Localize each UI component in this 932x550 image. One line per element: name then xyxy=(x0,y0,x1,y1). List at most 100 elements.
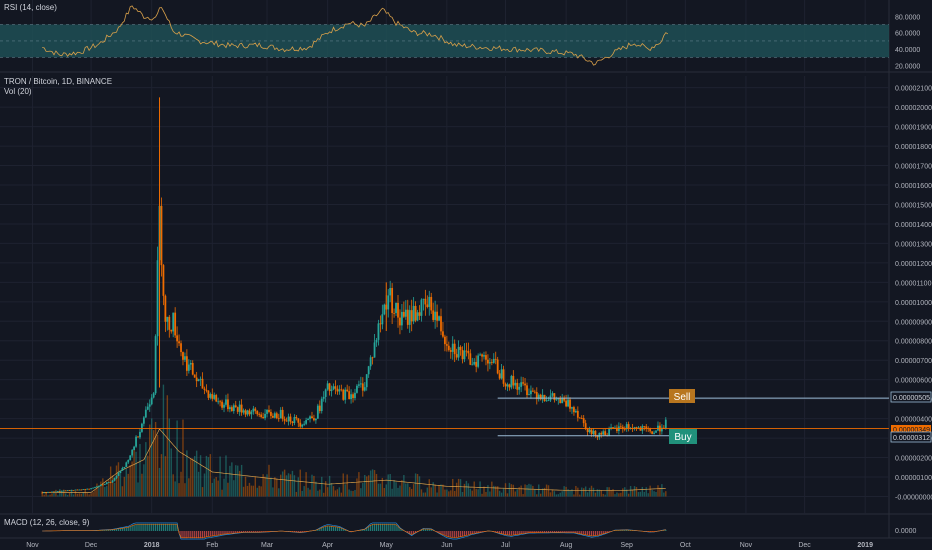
macd-histogram-bar xyxy=(133,525,135,531)
macd-histogram-bar xyxy=(577,531,579,534)
volume-bar xyxy=(514,491,516,497)
candle-body xyxy=(170,329,173,332)
volume-bar xyxy=(602,493,604,497)
volume-bar xyxy=(186,450,188,497)
macd-histogram-bar xyxy=(242,531,245,533)
volume-bar xyxy=(534,488,536,497)
candle-body xyxy=(602,431,605,435)
candle-body xyxy=(101,484,104,486)
volume-bar xyxy=(403,475,405,497)
volume-bar xyxy=(342,473,344,497)
macd-histogram-bar xyxy=(371,524,374,531)
volume-bar xyxy=(371,469,374,497)
macd-histogram-bar xyxy=(334,526,337,531)
macd-histogram-bar xyxy=(244,531,247,533)
volume-bar xyxy=(96,483,98,497)
macd-histogram-bar xyxy=(588,531,591,536)
volume-bar xyxy=(592,487,595,497)
candle-body xyxy=(99,484,102,486)
volume-bar xyxy=(252,485,255,497)
candle-body xyxy=(191,362,194,375)
macd-histogram-bar xyxy=(233,531,235,534)
price-tick-label: 0.00000900 xyxy=(895,319,932,326)
volume-bar xyxy=(336,489,339,497)
candle-body xyxy=(49,491,51,493)
candle-body xyxy=(502,369,505,384)
macd-histogram-bar xyxy=(461,531,464,537)
candle-body xyxy=(567,399,569,407)
candle-body xyxy=(569,399,571,409)
macd-histogram-bar xyxy=(98,530,100,531)
sell-tag[interactable]: Sell xyxy=(669,389,695,403)
candle-body xyxy=(402,311,405,317)
candle-body xyxy=(477,355,480,367)
volume-bar xyxy=(133,448,135,497)
candle-body xyxy=(426,304,429,307)
buy-tag[interactable]: Buy xyxy=(669,429,697,444)
volume-bar xyxy=(278,488,280,497)
candle-body xyxy=(219,401,222,403)
volume-bar xyxy=(182,419,184,497)
candle-body xyxy=(213,395,216,399)
time-axis-label: Dec xyxy=(798,542,811,549)
candle-body xyxy=(252,408,255,412)
price-tick-label: 0.00001300 xyxy=(895,241,932,248)
macd-histogram-bar xyxy=(411,531,413,535)
price-tick-label: -0.00000000 xyxy=(895,494,932,501)
macd-histogram-bar xyxy=(573,531,575,533)
candle-body xyxy=(336,388,339,392)
macd-histogram-bar xyxy=(540,531,542,533)
candle-body xyxy=(162,265,165,296)
price-tick-label: 0.00001000 xyxy=(895,300,932,307)
volume-bar xyxy=(227,482,229,497)
candle-body xyxy=(369,357,372,367)
macd-histogram-bar xyxy=(266,531,268,532)
macd-histogram-bar xyxy=(198,531,200,539)
volume-bar xyxy=(608,487,610,497)
time-axis-label: 2019 xyxy=(857,542,873,549)
volume-bar xyxy=(328,475,331,497)
candle-body xyxy=(324,389,327,397)
volume-bar xyxy=(47,495,49,497)
volume-bar xyxy=(223,478,225,497)
candle-body xyxy=(649,428,652,432)
price-tick-label: 0.00001400 xyxy=(895,222,932,229)
volume-bar xyxy=(323,492,325,497)
candle-body xyxy=(553,393,556,400)
volume-bar xyxy=(489,491,491,497)
candle-body xyxy=(387,295,390,310)
candle-body xyxy=(45,492,48,494)
candle-body xyxy=(189,362,192,365)
macd-histogram-bar xyxy=(571,531,573,533)
macd-histogram-bar xyxy=(649,531,651,532)
macd-histogram-bar xyxy=(532,531,534,533)
price-tick-label: 0.00001200 xyxy=(895,261,932,268)
macd-histogram-bar xyxy=(526,531,528,533)
macd-histogram-bar xyxy=(145,523,147,531)
candle-body xyxy=(248,410,251,415)
time-axis-label: 2018 xyxy=(144,542,160,549)
time-axis[interactable]: Nov Dec 2018 Feb Mar Apr May Jun Jul Aug Sep Oct Nov… xyxy=(26,542,873,549)
buy-price-text: 0.00000312 xyxy=(893,435,930,442)
volume-bar xyxy=(283,469,286,497)
macd-histogram-bar xyxy=(366,528,368,531)
macd-histogram-bar xyxy=(465,531,468,536)
candle-body xyxy=(113,478,116,481)
volume-bar xyxy=(107,480,110,497)
volume-bar xyxy=(426,487,429,497)
macd-histogram-bar xyxy=(301,531,303,533)
candle-body xyxy=(463,350,466,360)
candle-body xyxy=(528,394,530,395)
macd-histogram-bar xyxy=(432,530,434,531)
macd-histogram-bar xyxy=(209,531,211,537)
buy-tag-label: Buy xyxy=(674,432,691,443)
candle-body xyxy=(293,417,296,424)
main-price-pane: 0.00002100 0.00002000 0.00001900 0.00001800… xyxy=(0,76,932,514)
time-axis-label: Jul xyxy=(501,542,510,549)
candle-body xyxy=(146,406,149,410)
macd-histogram-bar xyxy=(616,530,618,531)
macd-histogram-bar xyxy=(102,530,104,531)
volume-bar xyxy=(154,421,157,497)
candle-body xyxy=(291,421,294,424)
volume-bar xyxy=(98,485,100,497)
